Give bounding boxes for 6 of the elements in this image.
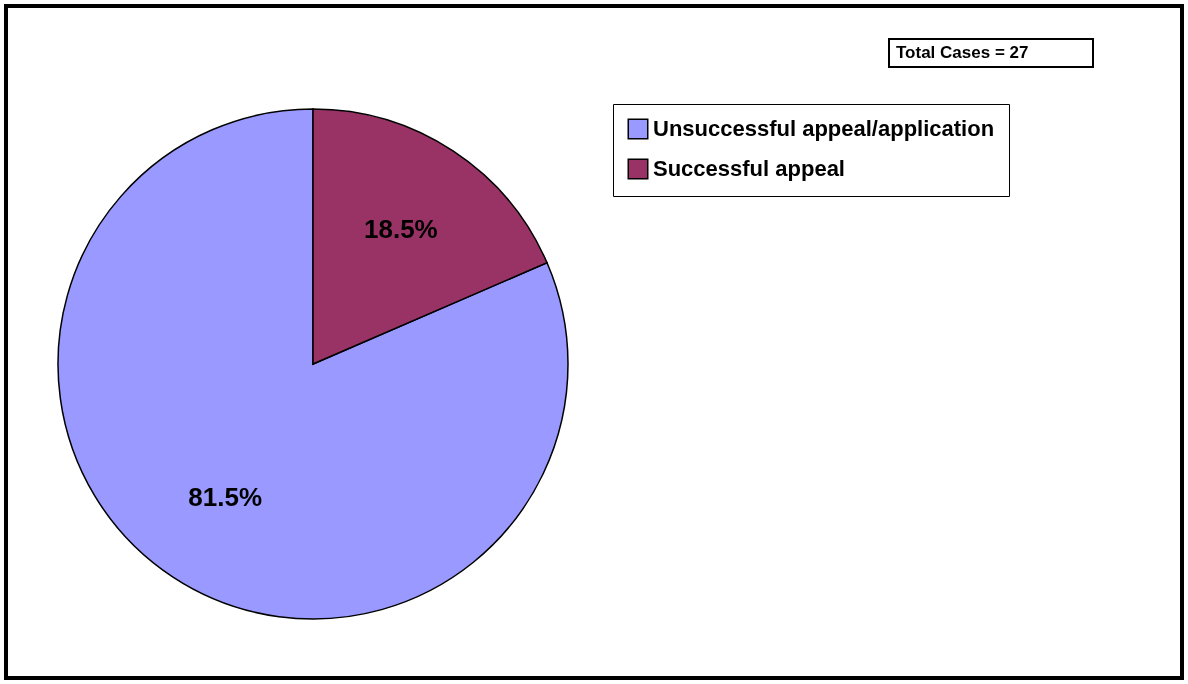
text: Total Cases = 27 (888, 38, 1094, 68)
data-label: 18.5% (363, 214, 438, 245)
legend-label: Unsuccessful appeal/application (653, 116, 995, 141)
legend-label: Successful appeal (653, 156, 845, 181)
pie-slice (57, 108, 569, 620)
data-label: 81.5% (188, 481, 263, 512)
